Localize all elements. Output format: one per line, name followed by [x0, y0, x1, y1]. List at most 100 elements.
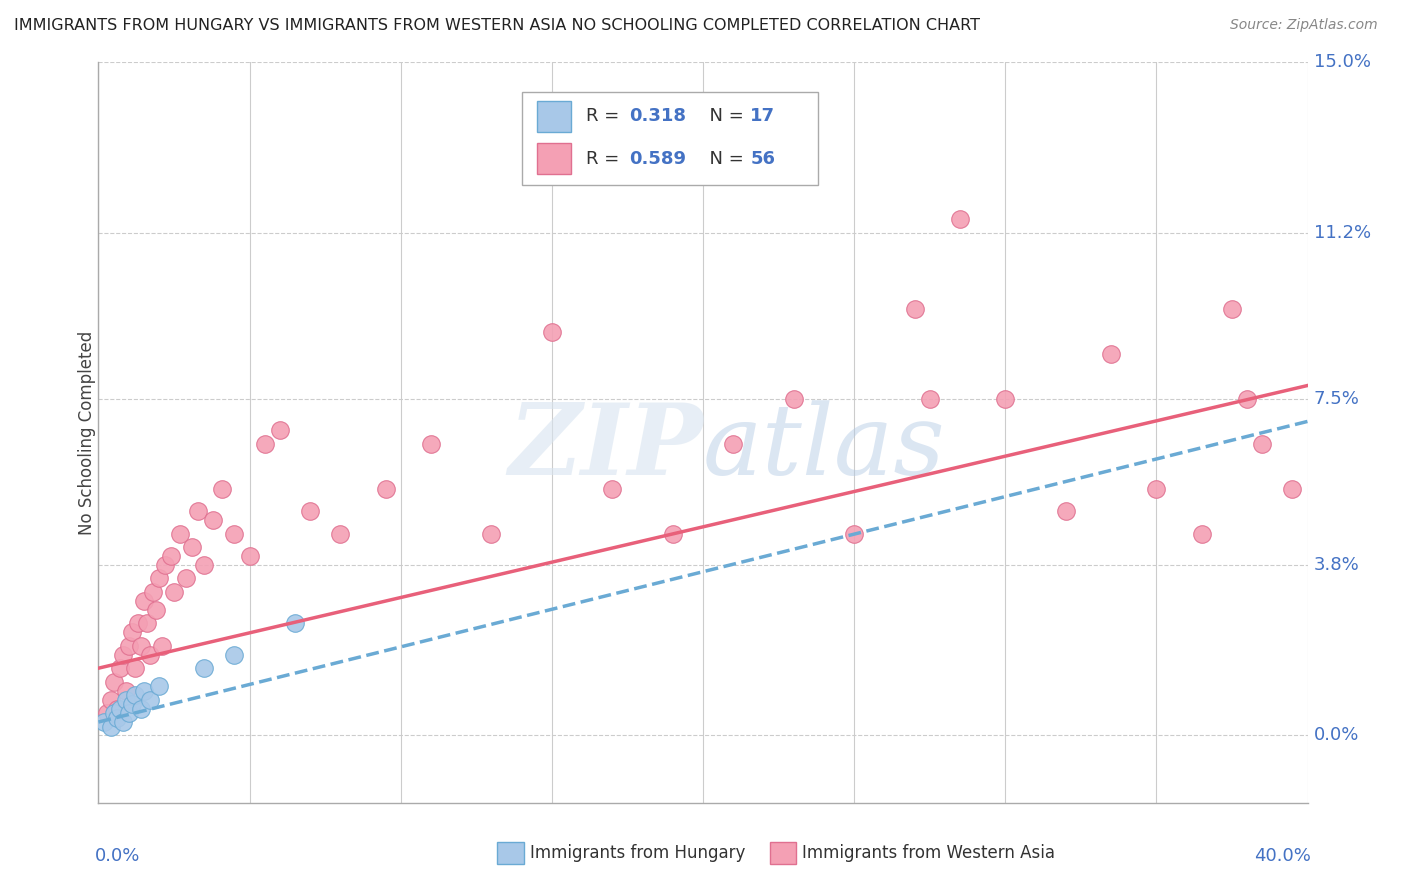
Point	[193, 661, 215, 675]
Point	[481, 526, 503, 541]
Point	[96, 706, 118, 720]
Point	[918, 392, 941, 406]
Text: atlas: atlas	[703, 400, 946, 495]
FancyBboxPatch shape	[769, 842, 796, 864]
Point	[202, 513, 225, 527]
Point	[299, 504, 322, 518]
Point	[160, 549, 183, 563]
Point	[904, 302, 927, 317]
Text: ZIP: ZIP	[508, 400, 703, 496]
Point	[114, 683, 136, 698]
Point	[163, 585, 186, 599]
Point	[108, 661, 131, 675]
Text: 56: 56	[751, 150, 775, 168]
FancyBboxPatch shape	[537, 101, 571, 132]
Point	[224, 648, 246, 662]
Text: 3.8%: 3.8%	[1313, 556, 1360, 574]
Point	[1146, 482, 1168, 496]
Point	[1236, 392, 1258, 406]
Point	[1054, 504, 1077, 518]
Point	[181, 540, 204, 554]
Point	[1099, 347, 1122, 361]
Point	[211, 482, 233, 496]
Point	[111, 648, 134, 662]
Point	[1251, 437, 1274, 451]
Point	[132, 683, 155, 698]
Point	[129, 701, 152, 715]
Point	[153, 558, 176, 572]
Point	[129, 639, 152, 653]
Point	[253, 437, 276, 451]
Point	[93, 714, 115, 729]
Text: R =: R =	[586, 150, 624, 168]
Point	[121, 625, 143, 640]
Text: IMMIGRANTS FROM HUNGARY VS IMMIGRANTS FROM WESTERN ASIA NO SCHOOLING COMPLETED C: IMMIGRANTS FROM HUNGARY VS IMMIGRANTS FR…	[14, 18, 980, 33]
Point	[148, 571, 170, 585]
Text: N =: N =	[699, 150, 749, 168]
Text: 0.318: 0.318	[630, 108, 686, 126]
Point	[844, 526, 866, 541]
Point	[224, 526, 246, 541]
Point	[124, 661, 146, 675]
Point	[127, 616, 149, 631]
Point	[100, 719, 122, 733]
Point	[148, 679, 170, 693]
Text: 40.0%: 40.0%	[1254, 847, 1312, 865]
Point	[994, 392, 1017, 406]
Point	[100, 692, 122, 706]
Point	[239, 549, 262, 563]
Text: Source: ZipAtlas.com: Source: ZipAtlas.com	[1230, 18, 1378, 32]
Text: 0.589: 0.589	[630, 150, 686, 168]
Point	[602, 482, 624, 496]
Point	[142, 585, 165, 599]
Text: R =: R =	[586, 108, 624, 126]
Text: Immigrants from Western Asia: Immigrants from Western Asia	[803, 844, 1054, 863]
Point	[114, 692, 136, 706]
Point	[783, 392, 806, 406]
Point	[132, 594, 155, 608]
Point	[150, 639, 173, 653]
Text: 7.5%: 7.5%	[1313, 390, 1360, 408]
Point	[949, 212, 972, 227]
Point	[269, 423, 291, 437]
Point	[139, 692, 162, 706]
Point	[329, 526, 352, 541]
Point	[1191, 526, 1213, 541]
Point	[118, 706, 141, 720]
Point	[193, 558, 215, 572]
Point	[1281, 482, 1303, 496]
Text: 0.0%: 0.0%	[94, 847, 141, 865]
FancyBboxPatch shape	[522, 92, 818, 185]
Text: 17: 17	[751, 108, 775, 126]
FancyBboxPatch shape	[537, 143, 571, 174]
Text: 0.0%: 0.0%	[1313, 726, 1360, 745]
Point	[145, 603, 167, 617]
Point	[103, 674, 125, 689]
Point	[103, 706, 125, 720]
Point	[723, 437, 745, 451]
Point	[374, 482, 396, 496]
Point	[420, 437, 443, 451]
FancyBboxPatch shape	[498, 842, 524, 864]
Point	[118, 639, 141, 653]
Point	[105, 701, 128, 715]
Point	[284, 616, 307, 631]
Y-axis label: No Schooling Completed: No Schooling Completed	[79, 331, 96, 534]
Point	[124, 688, 146, 702]
Point	[108, 701, 131, 715]
Text: N =: N =	[699, 108, 749, 126]
Text: Immigrants from Hungary: Immigrants from Hungary	[530, 844, 745, 863]
Text: 11.2%: 11.2%	[1313, 224, 1371, 242]
Point	[105, 710, 128, 724]
Point	[135, 616, 157, 631]
Point	[139, 648, 162, 662]
Point	[1220, 302, 1243, 317]
Point	[169, 526, 191, 541]
Point	[540, 325, 562, 339]
Point	[187, 504, 209, 518]
Point	[121, 697, 143, 711]
Text: 15.0%: 15.0%	[1313, 54, 1371, 71]
Point	[661, 526, 683, 541]
Point	[174, 571, 197, 585]
Point	[111, 714, 134, 729]
